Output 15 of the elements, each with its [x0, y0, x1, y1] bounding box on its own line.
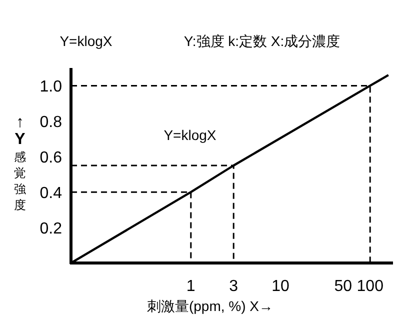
chart-subtitle: Y:強度 k:定数 X:成分濃度	[184, 33, 340, 49]
x-tick-label: 10	[272, 278, 290, 295]
y-axis-title: ↑Y感覚強度	[14, 114, 26, 212]
y-tick-label: 1.0	[40, 78, 62, 96]
y-tick-label: 0.2	[40, 220, 62, 238]
x-tick-label: 100	[356, 278, 384, 295]
y-tick-label: 0.8	[40, 114, 62, 132]
y-tick-label: 0.4	[40, 185, 62, 202]
y-tick-label: 0.6	[40, 150, 62, 167]
chart-title: Y=klogX	[60, 33, 113, 49]
x-axis-title: 刺激量(ppm, %) X→	[146, 298, 274, 314]
x-tick-label: 50	[334, 278, 352, 295]
annotation: Y=klogX	[164, 127, 217, 143]
x-tick-label: 1	[186, 278, 196, 295]
x-tick-label: 3	[229, 278, 238, 295]
